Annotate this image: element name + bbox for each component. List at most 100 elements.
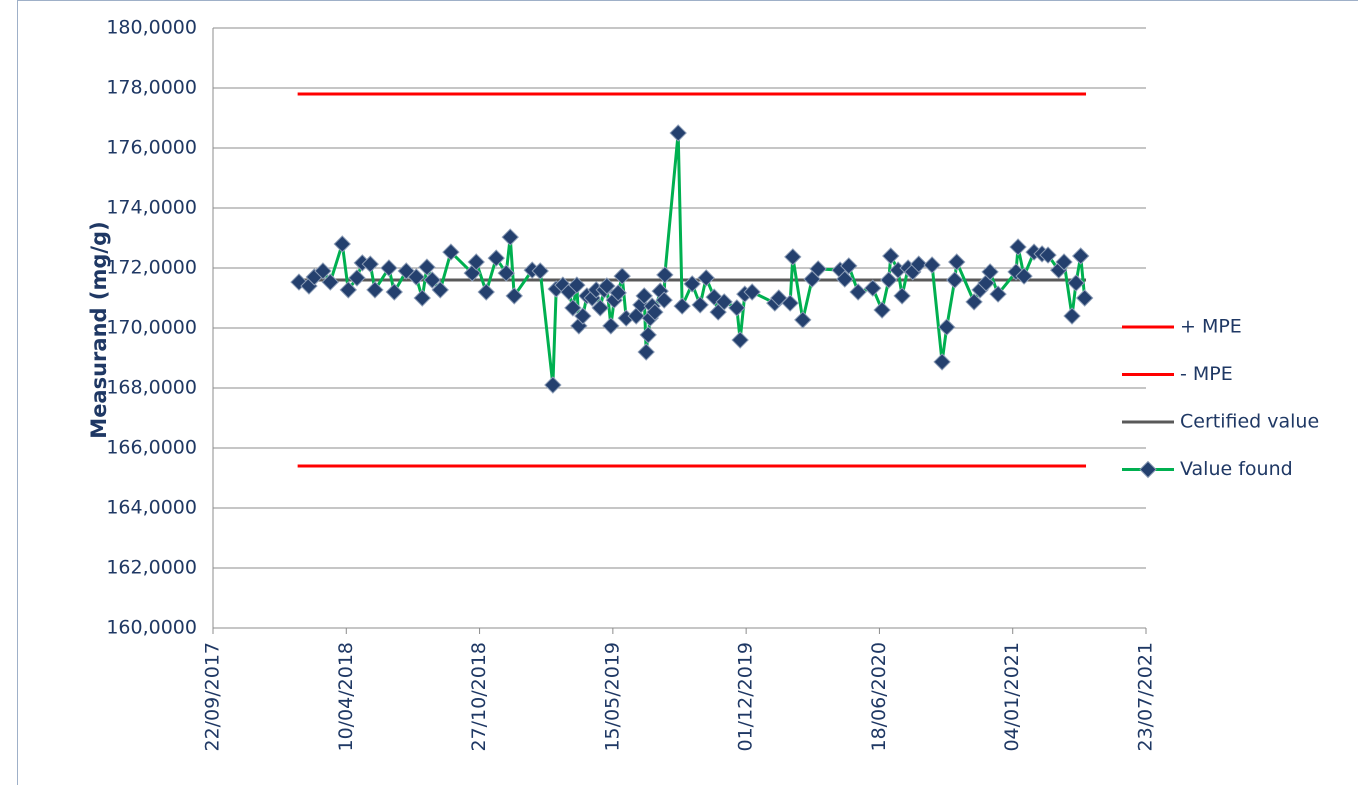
data-point: [697, 269, 715, 287]
data-point: [413, 289, 431, 307]
y-tick-label: 162,0000: [106, 557, 197, 579]
data-point: [728, 299, 746, 317]
data-point: [1009, 238, 1027, 256]
data-point: [873, 301, 891, 319]
data-point: [933, 353, 951, 371]
data-point: [683, 275, 701, 293]
y-tick-label: 178,0000: [106, 77, 197, 99]
data-point: [1055, 253, 1073, 271]
data-point: [655, 291, 673, 309]
x-tick-label: 10/04/2018: [335, 642, 357, 752]
data-point: [781, 294, 799, 312]
legend-label: Value found: [1180, 458, 1293, 480]
data-point: [1067, 274, 1085, 292]
data-point: [1015, 267, 1033, 285]
data-point: [613, 267, 631, 285]
data-point: [946, 271, 964, 289]
data-point: [487, 249, 505, 267]
data-point: [840, 257, 858, 275]
data-point: [385, 283, 403, 301]
data-point: [743, 283, 761, 301]
data-point: [598, 277, 616, 295]
data-point: [321, 273, 339, 291]
y-tick-label: 180,0000: [106, 17, 197, 39]
data-point: [948, 253, 966, 271]
x-tick-label: 27/10/2018: [468, 642, 490, 752]
y-tick-label: 172,0000: [106, 257, 197, 279]
data-point: [431, 281, 449, 299]
data-point: [366, 281, 384, 299]
data-point: [361, 255, 379, 273]
y-axis-title: Measurand (mg/g): [87, 221, 111, 438]
data-point: [656, 266, 674, 284]
data-point: [989, 285, 1007, 303]
data-point: [880, 271, 898, 289]
data-point: [849, 283, 867, 301]
data-point: [637, 343, 655, 361]
data-point: [923, 256, 941, 274]
data-point: [505, 287, 523, 305]
data-point: [602, 317, 620, 335]
legend-label: + MPE: [1180, 316, 1242, 338]
data-point: [418, 258, 436, 276]
data-point: [639, 326, 657, 344]
data-point: [910, 255, 928, 273]
data-point: [981, 263, 999, 281]
data-point: [1071, 247, 1090, 265]
data-point: [1039, 246, 1057, 264]
legend-label: - MPE: [1180, 363, 1233, 385]
data-point: [591, 299, 609, 317]
x-tick-label: 01/12/2019: [735, 642, 757, 752]
x-tick-label: 04/01/2021: [1001, 642, 1023, 752]
data-point: [564, 299, 582, 317]
data-point: [407, 268, 425, 286]
data-point: [531, 262, 549, 280]
data-point: [794, 311, 812, 329]
series-line: [298, 131, 1087, 387]
legend-marker: [1139, 460, 1157, 479]
data-point: [333, 235, 351, 253]
x-tick-label: 15/05/2019: [601, 642, 623, 752]
data-point: [314, 262, 332, 280]
data-point: [467, 253, 485, 271]
x-tick-label: 22/09/2017: [202, 642, 224, 752]
data-point: [501, 228, 519, 246]
y-tick-label: 160,0000: [106, 617, 197, 639]
data-point: [646, 303, 664, 321]
data-point: [809, 260, 827, 278]
data-point: [882, 247, 900, 265]
data-point: [691, 296, 709, 314]
data-point: [965, 293, 983, 311]
y-tick-label: 166,0000: [106, 437, 197, 459]
data-point: [380, 259, 398, 277]
data-point: [669, 124, 687, 142]
data-point: [609, 284, 627, 302]
data-point: [423, 271, 441, 289]
y-tick-label: 168,0000: [106, 377, 197, 399]
data-point: [339, 281, 357, 299]
x-tick-label: 18/06/2020: [868, 642, 890, 752]
y-tick-label: 174,0000: [106, 197, 197, 219]
y-tick-label: 164,0000: [106, 497, 197, 519]
y-tick-label: 176,0000: [106, 137, 197, 159]
data-point: [784, 248, 802, 266]
data-point: [568, 276, 586, 294]
data-point: [1063, 307, 1081, 325]
data-point: [1075, 289, 1094, 307]
data-point: [893, 287, 911, 305]
y-tick-label: 170,0000: [106, 317, 197, 339]
chart-frame: [17, 0, 1358, 785]
data-point: [497, 264, 515, 282]
x-tick-label: 23/07/2021: [1135, 642, 1157, 752]
data-point: [864, 279, 882, 297]
data-point: [574, 307, 592, 325]
data-point: [348, 269, 366, 287]
data-point: [836, 270, 854, 288]
data-point: [938, 318, 956, 336]
data-point: [715, 293, 733, 311]
data-point: [635, 287, 653, 305]
data-point: [477, 283, 495, 301]
data-point: [673, 297, 691, 315]
data-point: [731, 331, 749, 349]
